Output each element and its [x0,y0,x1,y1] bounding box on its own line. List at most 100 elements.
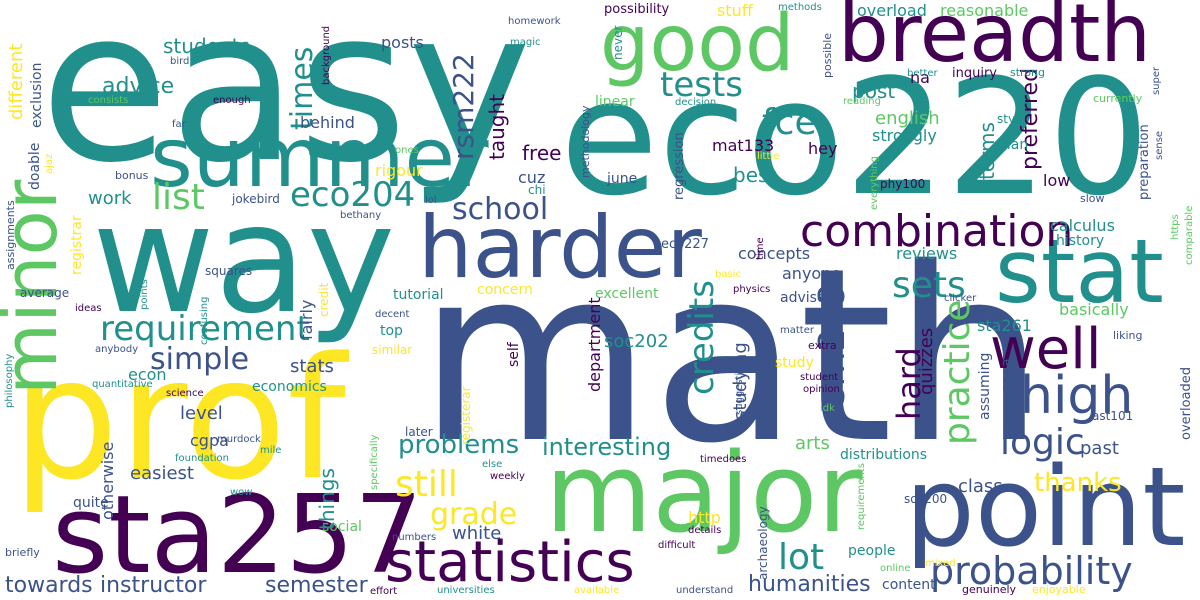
word-later: later [405,425,433,439]
word-point: point [905,443,1186,571]
word-rigour: rigour [375,161,423,180]
word-fairly: fairly [297,299,316,340]
word-genuinely: genuinely [962,583,1017,596]
word-different: different [6,43,27,120]
word-background: background [321,25,332,85]
word-registrar: registrar [69,215,85,275]
word-high: high [1020,366,1134,426]
word-level: level [180,403,223,424]
word-mat133: mat133 [712,136,775,155]
word-free: free [522,141,562,165]
word-possible: possible [821,32,834,78]
word-super: super [1151,66,1162,95]
word-school: school [452,192,549,227]
word-credit: credit [317,282,331,317]
word-economics: economics [252,379,327,395]
word-extra: extra [808,339,837,352]
word-strong: strong [1010,66,1046,79]
word-taught: taught [485,94,509,160]
word-otherwise: otherwise [98,441,117,520]
word-strongly: strongly [872,126,937,145]
word-basic: basic [715,269,741,280]
word-idk: idk [820,403,835,414]
word-anyone: anyone [782,264,842,283]
word-points: points [139,279,150,310]
word-simple: simple [150,342,250,377]
word-understand: understand [676,585,734,596]
word-reviews: reviews [896,244,958,263]
word-student: student [800,372,839,383]
word-effort: effort [370,586,398,597]
word-past: past [1080,438,1119,459]
word-towards: towards [5,573,93,598]
word-eco227: eco227 [661,237,709,252]
word-arts: arts [795,433,830,454]
word-reasonable: reasonable [940,1,1029,20]
word-online: online [880,563,911,574]
word-difficult: difficult [658,540,696,551]
word-philosophy: philosophy [4,353,15,408]
word-stat: stat [995,220,1164,323]
word-comparable: comparable [1184,205,1195,265]
word-enough: enough [213,95,251,106]
word-stats: stats [290,356,334,377]
word-adviser: adviser [780,290,832,306]
word-phy100: phy100 [880,177,926,191]
word-study: study [775,355,814,371]
word-regression: regression [672,132,687,200]
word-harder: harder [418,198,702,298]
word-social: social [322,519,362,535]
word-problems: problems [398,430,520,460]
word-post: post [852,79,896,103]
word-linear: linear [595,94,635,110]
word-sgpa: sgpa [999,358,1015,392]
word-better: better [907,68,938,79]
word-department: department [585,297,604,392]
word-students: students [163,34,250,58]
word-humanities: humanities [748,572,871,597]
word-time: time [755,237,766,260]
word-thanks: thanks [1034,468,1122,498]
word-currently: currently [1093,92,1143,105]
word-things: things [315,468,339,530]
word-major: major [545,429,863,557]
word-logic: logic [1000,422,1085,463]
word-econ: econ [128,365,167,384]
word-easy: easy [40,0,532,209]
word-confusing: confusing [199,296,210,346]
word-physics: physics [733,284,771,295]
word-specifically: specifically [369,434,380,490]
word-jokebird: jokebird [232,192,280,206]
word-content: content [882,577,936,593]
word-eco220: eco220 [560,44,1150,231]
word-assuming: assuming [977,352,993,420]
word-class: class [958,476,1003,497]
word-weekly: weekly [490,471,525,482]
word-details: details [688,525,722,536]
word-mile: mile [260,445,282,456]
word-history: history [1056,233,1105,249]
word-best: best [733,163,777,187]
word-universities: universities [437,585,495,596]
word-slow: slow [1080,192,1105,205]
word-archaeology: archaeology [756,506,770,580]
word-still: still [395,464,458,505]
word-practice: practice [937,299,978,445]
word-murdock: murdock [217,434,261,445]
word-combination: combination [800,206,1074,257]
word-list: list [152,177,205,218]
word-quantitative: quantitative [92,379,153,390]
word-else: else [482,459,503,470]
word-numbers: numbers [392,532,437,543]
word-magic: magic [510,37,541,48]
word-terms: terms [975,122,999,180]
word-work: work [88,188,132,209]
word-bethany: bethany [340,210,382,221]
word-exclusion: exclusion [29,62,45,129]
word-eco204: eco204 [290,175,416,215]
word-https: https [1170,214,1181,240]
word-self: self [506,342,522,367]
word-preparation: preparation [1137,124,1152,200]
word-methodology: methodology [579,105,592,179]
word-low: low [1043,171,1071,190]
